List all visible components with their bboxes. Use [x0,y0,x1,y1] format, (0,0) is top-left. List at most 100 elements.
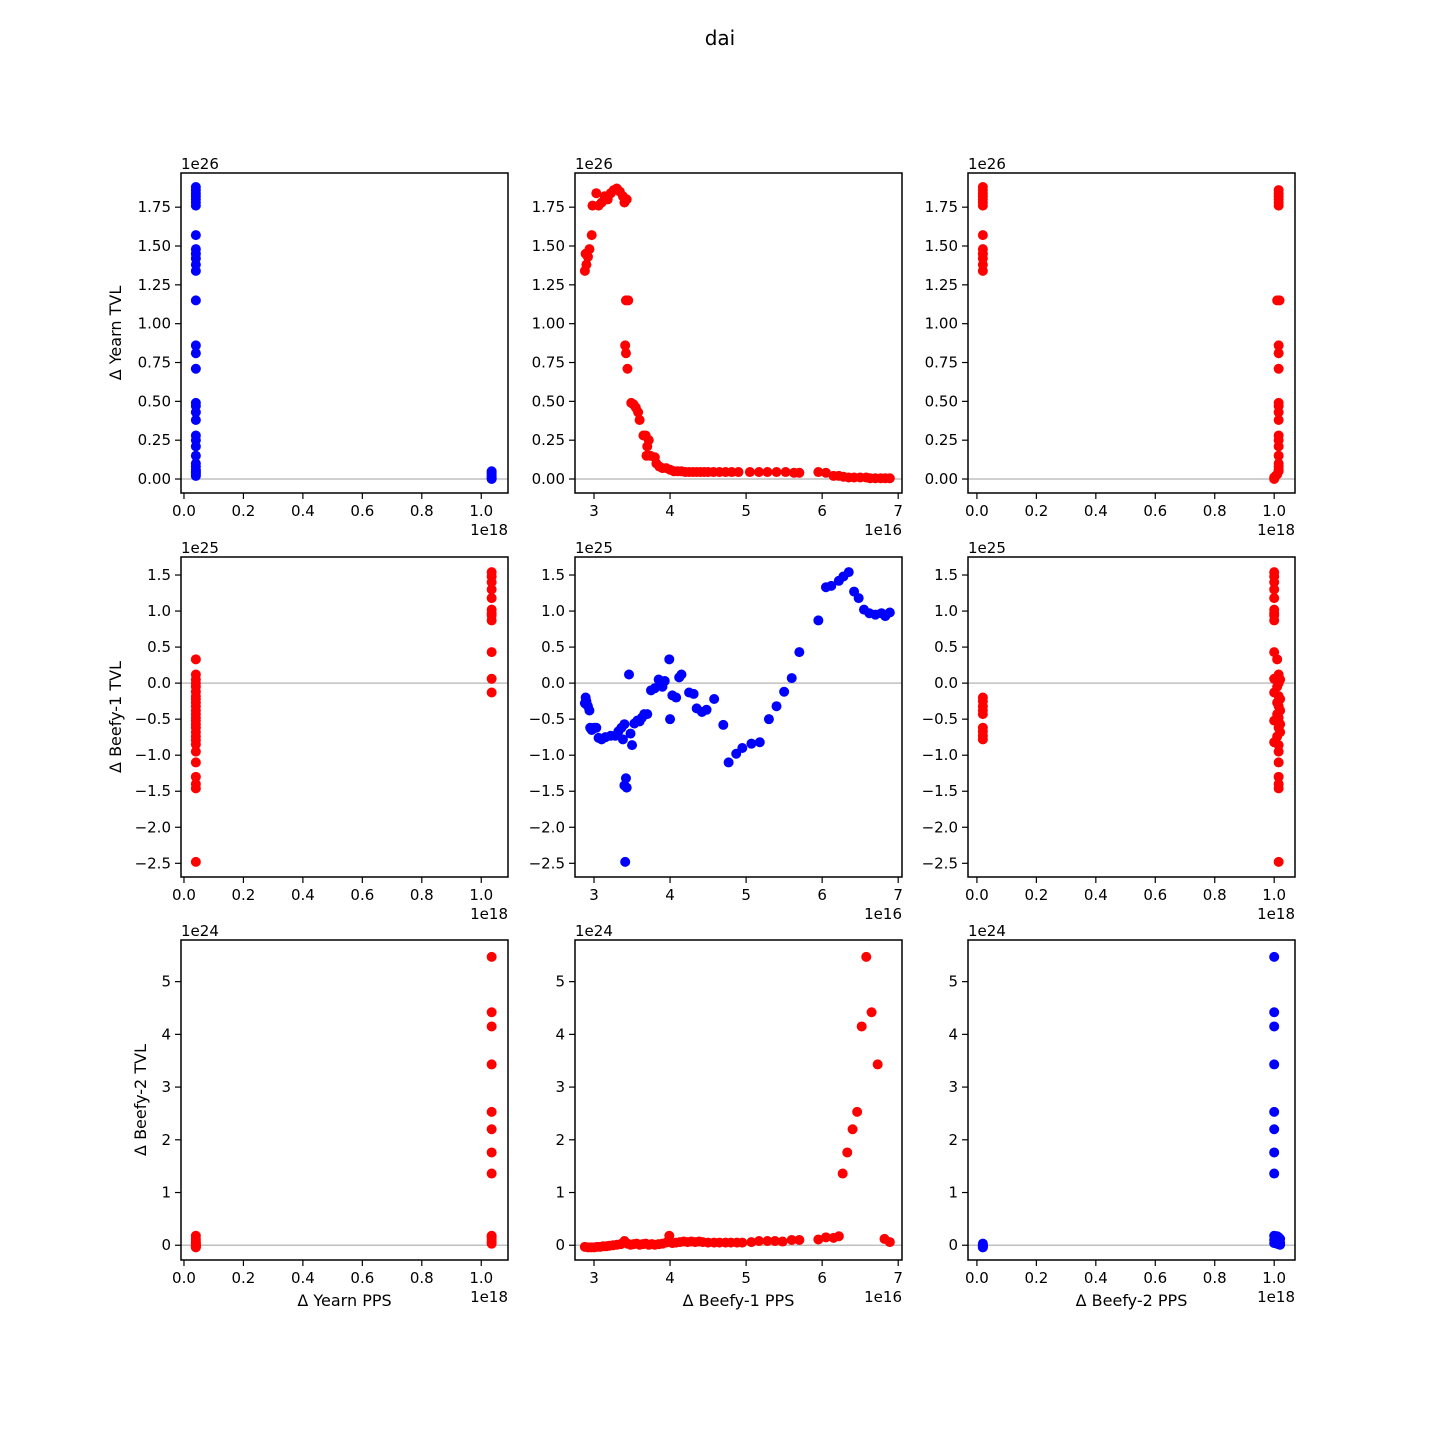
data-point [813,1234,824,1245]
data-point [584,244,595,255]
x-tick-label: 0.0 [965,502,989,520]
x-tick-label: 4 [665,886,675,904]
data-point [733,467,744,478]
x-tick-label: 0.4 [291,502,315,520]
x-offset-label: 1e16 [864,905,902,923]
y-tick-label: −1.0 [529,746,565,764]
data-point [486,951,497,962]
data-point [486,615,497,626]
data-point [584,705,595,716]
data-point [190,654,201,665]
data-point [786,1234,797,1245]
x-tick-label: 0.4 [1084,886,1108,904]
data-point [659,675,670,686]
y-tick-label: 1.00 [532,315,565,333]
axes-frame [180,172,509,494]
y-tick-label: 4 [555,1025,565,1043]
data-point [779,686,790,697]
data-point [813,615,824,626]
data-point [977,709,988,720]
y-tick-label: 0.25 [925,431,958,449]
x-tick-label: 0.4 [291,1269,315,1287]
y-tick-label: 1 [948,1184,958,1202]
y-tick-label: 1 [161,1184,171,1202]
y-tick-label: 0.50 [925,392,958,410]
x-offset-label: 1e18 [470,521,508,539]
y-tick-label: −2.0 [135,818,171,836]
x-tick-label: 0.4 [291,886,315,904]
plot-area [575,940,902,1260]
data-point [486,1021,497,1032]
data-point [622,363,633,374]
data-point [190,450,201,461]
y-tick-label: 1.0 [934,602,958,620]
y-tick-label: 5 [555,973,565,991]
data-point [754,1236,765,1247]
axes-frame [574,556,903,878]
data-point [582,251,593,262]
data-point [1269,1168,1280,1179]
y-tick-label: −2.5 [529,854,565,872]
x-tick-label: 6 [817,886,827,904]
x-offset-label: 1e18 [1257,521,1295,539]
data-point [1273,348,1284,359]
y-tick-label: −2.5 [135,854,171,872]
x-tick-label: 1.0 [469,886,493,904]
data-point [190,407,201,418]
y-tick-label: 1.25 [532,276,565,294]
x-tick-label: 0.0 [172,1269,196,1287]
y-offset-label: 1e24 [181,922,219,940]
y-tick-label: −2.5 [922,854,958,872]
data-point [1269,1147,1280,1158]
data-point [771,701,782,712]
data-point [620,348,631,359]
x-tick-label: 3 [589,1269,599,1287]
y-offset-label: 1e24 [968,922,1006,940]
x-tick-label: 0.2 [231,886,255,904]
y-tick-label: 3 [161,1078,171,1096]
data-point [621,782,632,793]
data-point [820,467,831,478]
data-point [1273,856,1284,867]
data-point [620,856,631,867]
data-point [762,1236,773,1247]
y-offset-label: 1e26 [968,155,1006,173]
y-tick-label: 0.75 [138,354,171,372]
x-tick-label: 6 [817,502,827,520]
data-point [813,467,824,478]
data-point [1269,1059,1280,1070]
y-tick-label: 0.0 [934,674,958,692]
data-point [826,580,837,591]
x-offset-label: 1e18 [470,1288,508,1306]
data-point [847,1124,858,1135]
x-tick-label: 0.2 [1024,502,1048,520]
x-axis-label: Δ Beefy-1 PPS [683,1291,795,1310]
data-point [190,295,201,306]
y-tick-label: −1.5 [135,782,171,800]
data-point [665,714,676,725]
y-tick-label: 4 [948,1025,958,1043]
data-point [642,441,653,452]
x-tick-label: 0.0 [172,886,196,904]
data-point [486,1147,497,1158]
y-tick-label: 3 [948,1078,958,1096]
data-point [190,757,201,768]
y-tick-label: 0.5 [147,638,171,656]
y-tick-label: 1.0 [147,602,171,620]
y-tick-label: 1 [555,1184,565,1202]
subplot-r2-c1: 3 4 5 6 7 0 1 2 3 4 5 1e16 1e24 Δ Beefy-1 PPS [555,922,903,1310]
y-tick-label: −2.0 [922,818,958,836]
data-point [1273,757,1284,768]
x-offset-label: 1e18 [470,905,508,923]
y-tick-label: 1.25 [925,276,958,294]
data-point [744,467,755,478]
data-point [486,1124,497,1135]
data-point [861,951,872,962]
data-point [621,194,632,205]
data-point [688,688,699,699]
data-point [1269,577,1280,588]
data-point [190,348,201,359]
x-tick-label: 1.0 [1262,1269,1286,1287]
x-tick-label: 3 [589,886,599,904]
